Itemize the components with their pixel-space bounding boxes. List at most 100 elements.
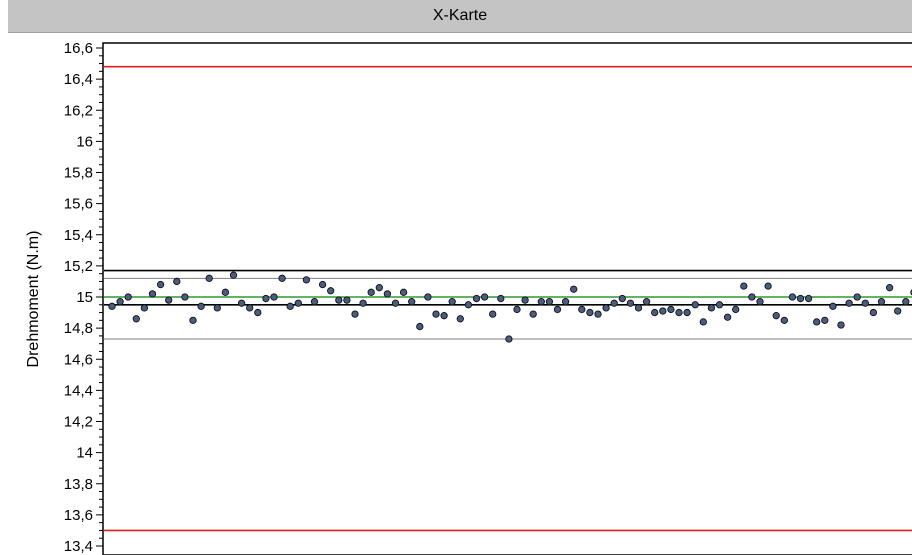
data-point <box>408 298 416 306</box>
data-point <box>156 280 165 289</box>
data-point <box>845 299 853 307</box>
data-point <box>148 290 157 298</box>
data-point <box>877 298 886 306</box>
data-point <box>197 302 205 310</box>
data-point <box>229 271 238 279</box>
data-point <box>116 298 124 306</box>
data-point <box>246 304 254 312</box>
data-point <box>310 298 319 306</box>
data-point <box>869 308 878 317</box>
data-point <box>545 298 554 306</box>
data-point <box>699 318 707 326</box>
data-point <box>902 298 910 306</box>
data-point <box>424 293 432 301</box>
data-point <box>205 274 213 282</box>
data-point <box>707 304 716 312</box>
data-point <box>602 304 610 312</box>
data-point <box>561 298 570 306</box>
y-tick-label: 15,8 <box>64 165 93 182</box>
data-point <box>367 288 375 296</box>
y-tick-label: 15,6 <box>64 196 93 213</box>
chart-title: X-Karte <box>432 7 488 24</box>
data-point <box>618 294 626 303</box>
y-tick-label: 13,4 <box>64 538 93 555</box>
data-point <box>796 294 805 303</box>
data-point <box>375 284 383 292</box>
chart-title-bar: X-Karte <box>8 0 912 33</box>
data-point <box>626 299 635 307</box>
y-tick-label: 14 <box>76 445 93 462</box>
data-point <box>829 302 837 310</box>
y-tick-label: 13,6 <box>64 507 93 524</box>
data-point <box>497 294 505 303</box>
data-point <box>683 308 691 317</box>
data-point <box>667 305 675 314</box>
data-point <box>213 304 221 312</box>
y-axis: 16,6 16,4 16,2 16 15,8 15,6 15,4 15,2 15 14,8 14,6… <box>64 40 104 555</box>
data-point <box>772 312 780 320</box>
y-tick-label: 15 <box>76 289 93 306</box>
data-point <box>254 308 262 317</box>
data-point <box>181 293 189 301</box>
data-point <box>189 316 197 324</box>
data-point <box>237 299 246 307</box>
y-tick-label: 16,6 <box>64 40 93 57</box>
y-tick-label: 16,2 <box>64 102 93 119</box>
data-point <box>732 305 740 314</box>
data-point <box>740 282 748 290</box>
data-point <box>343 296 351 304</box>
data-point <box>456 315 464 323</box>
data-point <box>861 299 869 307</box>
data-point <box>302 276 311 284</box>
data-point <box>634 304 643 312</box>
data-point <box>813 318 821 326</box>
data-point <box>675 308 683 317</box>
data-point <box>472 294 481 303</box>
data-point <box>821 316 829 324</box>
data-point <box>651 308 659 317</box>
data-point <box>804 294 813 303</box>
data-point <box>383 290 392 298</box>
data-point <box>416 322 424 331</box>
data-point <box>278 274 286 282</box>
y-tick-label: 14,6 <box>64 351 93 368</box>
data-point <box>489 310 497 318</box>
data-point <box>756 298 764 306</box>
data-point <box>270 293 278 301</box>
data-point <box>715 301 724 309</box>
data-point <box>480 293 489 301</box>
data-point <box>505 335 513 343</box>
data-point <box>788 293 797 301</box>
data-point <box>553 305 562 314</box>
data-point <box>610 299 618 307</box>
y-tick-label: 16 <box>76 133 93 150</box>
data-point <box>399 288 408 296</box>
data-point <box>642 298 651 306</box>
data-point <box>586 308 594 317</box>
data-point <box>432 310 440 318</box>
data-point <box>327 287 335 295</box>
y-tick-label: 15,4 <box>64 227 93 244</box>
data-point <box>108 302 116 310</box>
data-point <box>578 305 586 314</box>
data-point <box>173 277 181 286</box>
data-point <box>570 285 578 293</box>
data-point <box>521 296 529 304</box>
data-point <box>894 307 902 315</box>
data-point <box>513 305 521 314</box>
data-point <box>140 304 149 312</box>
data-point <box>764 282 772 290</box>
data-point <box>723 313 732 321</box>
data-point <box>132 315 140 323</box>
data-point <box>262 294 270 303</box>
data-point <box>165 296 173 304</box>
data-point <box>780 316 788 324</box>
y-axis-title: Drehmoment (N.m) <box>25 231 42 368</box>
data-point <box>659 307 667 315</box>
data-point <box>448 298 456 306</box>
data-point <box>318 280 327 289</box>
y-tick-label: 14,8 <box>64 320 93 337</box>
data-point <box>221 288 230 296</box>
data-point <box>294 299 302 307</box>
